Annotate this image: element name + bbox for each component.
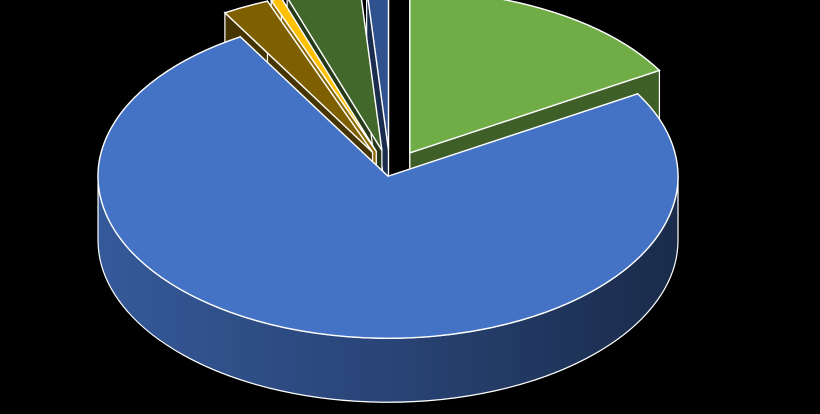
pie-slice-top-3 — [270, 0, 377, 152]
pie-slice-1 — [97, 35, 679, 403]
pie-slice-top-4 — [287, 0, 383, 151]
pie-slice-top-5 — [367, 0, 390, 151]
pie-slice-top-2 — [223, 0, 374, 153]
pie-slice-top-0 — [409, 0, 661, 154]
pie-slice-top-1 — [97, 36, 679, 339]
